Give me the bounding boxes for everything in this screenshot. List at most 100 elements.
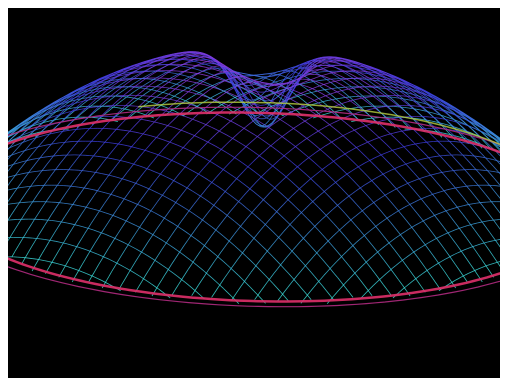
mesh-line bbox=[324, 88, 329, 91]
mesh-line bbox=[336, 91, 342, 95]
mesh-line bbox=[397, 83, 402, 88]
mesh-line bbox=[115, 87, 120, 89]
mesh-line bbox=[428, 143, 433, 149]
mesh-line bbox=[381, 87, 386, 89]
mesh-line bbox=[32, 158, 37, 160]
mesh-line bbox=[393, 102, 399, 106]
mesh-line bbox=[310, 124, 315, 129]
mesh-line bbox=[195, 52, 200, 54]
mesh-line bbox=[176, 59, 181, 62]
mesh-line bbox=[8, 130, 14, 134]
mesh-line bbox=[451, 259, 456, 266]
mesh-line bbox=[257, 194, 262, 199]
mesh-line bbox=[183, 87, 188, 91]
mesh-line bbox=[344, 86, 349, 90]
mesh-line bbox=[306, 242, 312, 247]
mesh-line bbox=[214, 69, 220, 72]
mesh-line bbox=[389, 78, 394, 81]
mesh-line bbox=[386, 88, 391, 92]
mesh-line bbox=[35, 115, 40, 119]
mesh-line bbox=[424, 244, 430, 251]
mesh-line bbox=[150, 135, 155, 138]
mesh-line bbox=[477, 171, 483, 177]
mesh-line bbox=[443, 248, 449, 255]
mesh-line bbox=[435, 111, 440, 115]
mesh-line bbox=[168, 109, 173, 114]
mesh-line bbox=[291, 203, 296, 208]
mesh-line bbox=[419, 96, 425, 99]
mesh-line bbox=[264, 159, 270, 164]
mesh-line bbox=[199, 55, 204, 57]
mesh-line bbox=[100, 89, 105, 91]
mesh-line bbox=[149, 71, 154, 75]
mesh-line bbox=[367, 91, 372, 96]
mesh-line bbox=[100, 96, 105, 99]
mesh-line bbox=[238, 124, 243, 128]
mesh-line bbox=[442, 115, 447, 118]
mesh-line bbox=[413, 156, 418, 161]
mesh-line bbox=[454, 146, 460, 152]
mesh-line bbox=[318, 281, 323, 287]
mesh-line bbox=[211, 182, 216, 186]
mesh-line bbox=[265, 224, 270, 229]
mesh-line bbox=[314, 162, 319, 167]
mesh-line bbox=[424, 117, 429, 122]
mesh-line bbox=[485, 194, 490, 200]
mesh-line bbox=[362, 72, 367, 74]
mesh-line bbox=[313, 102, 318, 105]
mesh-line bbox=[359, 78, 364, 82]
mesh-line bbox=[260, 138, 266, 143]
mesh-line bbox=[352, 199, 357, 205]
mesh-line bbox=[317, 71, 322, 73]
mesh-line bbox=[439, 142, 445, 148]
mesh-line bbox=[187, 53, 192, 55]
mesh-line bbox=[318, 165, 323, 170]
mesh-line bbox=[462, 181, 468, 187]
mesh-line bbox=[446, 124, 451, 127]
mesh-line bbox=[164, 99, 169, 103]
mesh-line bbox=[21, 186, 25, 188]
mesh-line bbox=[329, 197, 334, 202]
mesh-line bbox=[470, 224, 475, 231]
mesh-line bbox=[421, 262, 426, 268]
mesh-line bbox=[47, 117, 52, 120]
mesh-line bbox=[58, 102, 63, 105]
mesh-line bbox=[156, 93, 162, 97]
mesh-line bbox=[451, 154, 456, 160]
mesh-line bbox=[443, 146, 448, 152]
mesh-line bbox=[241, 78, 246, 82]
mesh-line bbox=[47, 155, 52, 158]
mesh-line bbox=[424, 153, 429, 158]
mesh-line bbox=[496, 181, 500, 186]
mesh-line bbox=[32, 171, 37, 173]
mesh-line bbox=[413, 172, 418, 177]
mesh-line bbox=[314, 89, 319, 92]
mesh-line bbox=[276, 189, 281, 194]
mesh-line bbox=[173, 127, 178, 130]
mesh-line bbox=[165, 140, 170, 143]
mesh-line bbox=[436, 198, 441, 204]
mesh-line bbox=[241, 98, 246, 101]
mesh-line bbox=[203, 95, 208, 98]
mesh-line bbox=[435, 151, 441, 157]
mesh-line bbox=[332, 98, 337, 100]
mesh-line bbox=[459, 270, 464, 277]
mesh-line bbox=[135, 131, 140, 134]
mesh-line bbox=[405, 199, 411, 205]
mesh-line bbox=[139, 165, 144, 168]
mesh-line bbox=[279, 119, 285, 123]
mesh-line bbox=[27, 120, 32, 125]
mesh-line bbox=[443, 159, 448, 165]
mesh-line bbox=[386, 197, 392, 203]
mesh-line bbox=[142, 62, 147, 65]
mesh-line bbox=[443, 270, 449, 278]
mesh-line bbox=[8, 133, 10, 135]
mesh-line bbox=[374, 97, 380, 101]
mesh-line bbox=[214, 93, 219, 97]
mesh-line bbox=[104, 96, 109, 98]
mesh-line bbox=[264, 179, 270, 184]
mesh-line bbox=[275, 104, 280, 111]
mesh-line bbox=[443, 102, 448, 106]
mesh-line bbox=[335, 110, 340, 112]
mesh-line bbox=[412, 100, 418, 104]
